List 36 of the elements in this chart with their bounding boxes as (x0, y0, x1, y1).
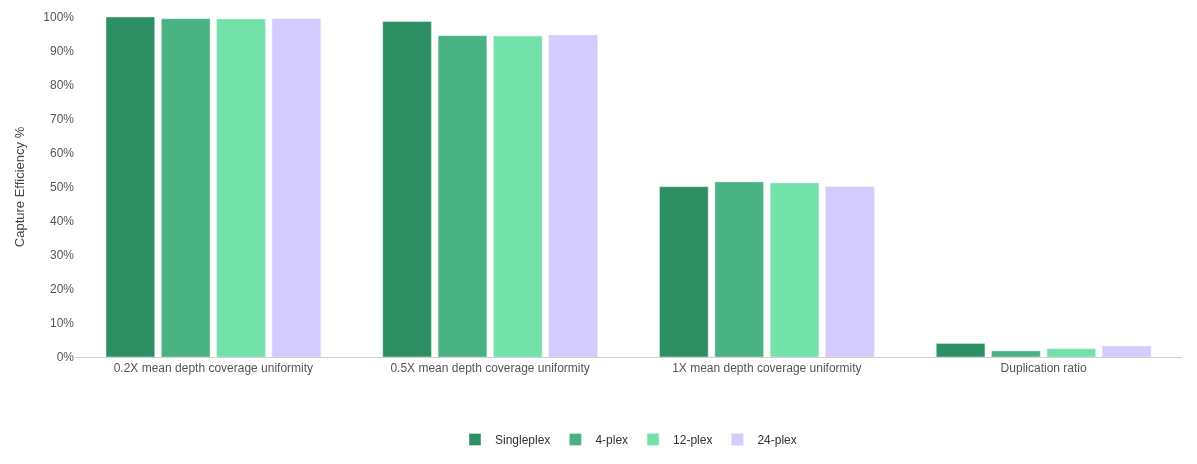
bar (936, 343, 986, 357)
bar (548, 34, 598, 357)
y-tick-label: 20% (49, 282, 75, 297)
bar (161, 18, 211, 357)
x-tick-label: 0.2X mean depth coverage uniformity (113, 361, 314, 376)
y-tick-label: 80% (49, 78, 75, 93)
x-tick-label: 0.5X mean depth coverage uniformity (390, 361, 590, 376)
bar (825, 186, 875, 357)
bar (769, 182, 820, 357)
bar (1102, 345, 1152, 357)
y-tick-label: 70% (49, 112, 75, 127)
legend-label: 4-plex (595, 433, 629, 448)
bar (1046, 348, 1096, 357)
y-tick-label: 100% (43, 10, 75, 25)
bar (271, 18, 321, 357)
legend-label: 12-plex (673, 433, 713, 448)
bar (714, 181, 764, 357)
legend-label: 24-plex (757, 433, 797, 448)
bar (659, 186, 709, 357)
y-tick-label: 50% (49, 180, 75, 195)
y-tick-label: 30% (49, 248, 75, 263)
legend-label: Singleplex (495, 433, 551, 448)
bar (437, 35, 488, 357)
y-tick-label: 60% (49, 146, 75, 161)
bar (216, 18, 266, 357)
bar (105, 17, 155, 357)
x-tick-label: Duplication ratio (1000, 361, 1087, 376)
bar (493, 35, 543, 357)
bar (382, 21, 432, 357)
y-tick-label: 10% (49, 316, 75, 331)
y-axis-title: Capture Efficiency % (12, 126, 28, 248)
y-tick-label: 0% (56, 350, 75, 365)
y-tick-label: 40% (49, 214, 75, 229)
y-tick-label: 90% (49, 44, 75, 59)
x-tick-label: 1X mean depth coverage uniformity (672, 361, 862, 376)
bar (991, 350, 1041, 357)
